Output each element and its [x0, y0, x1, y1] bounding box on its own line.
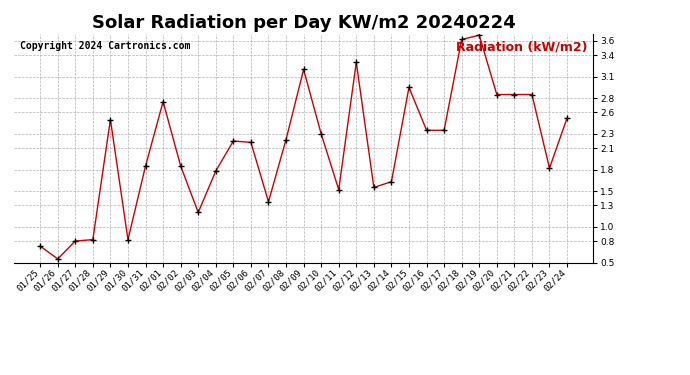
Text: Copyright 2024 Cartronics.com: Copyright 2024 Cartronics.com	[19, 40, 190, 51]
Title: Solar Radiation per Day KW/m2 20240224: Solar Radiation per Day KW/m2 20240224	[92, 14, 515, 32]
Text: Radiation (kW/m2): Radiation (kW/m2)	[456, 40, 588, 54]
